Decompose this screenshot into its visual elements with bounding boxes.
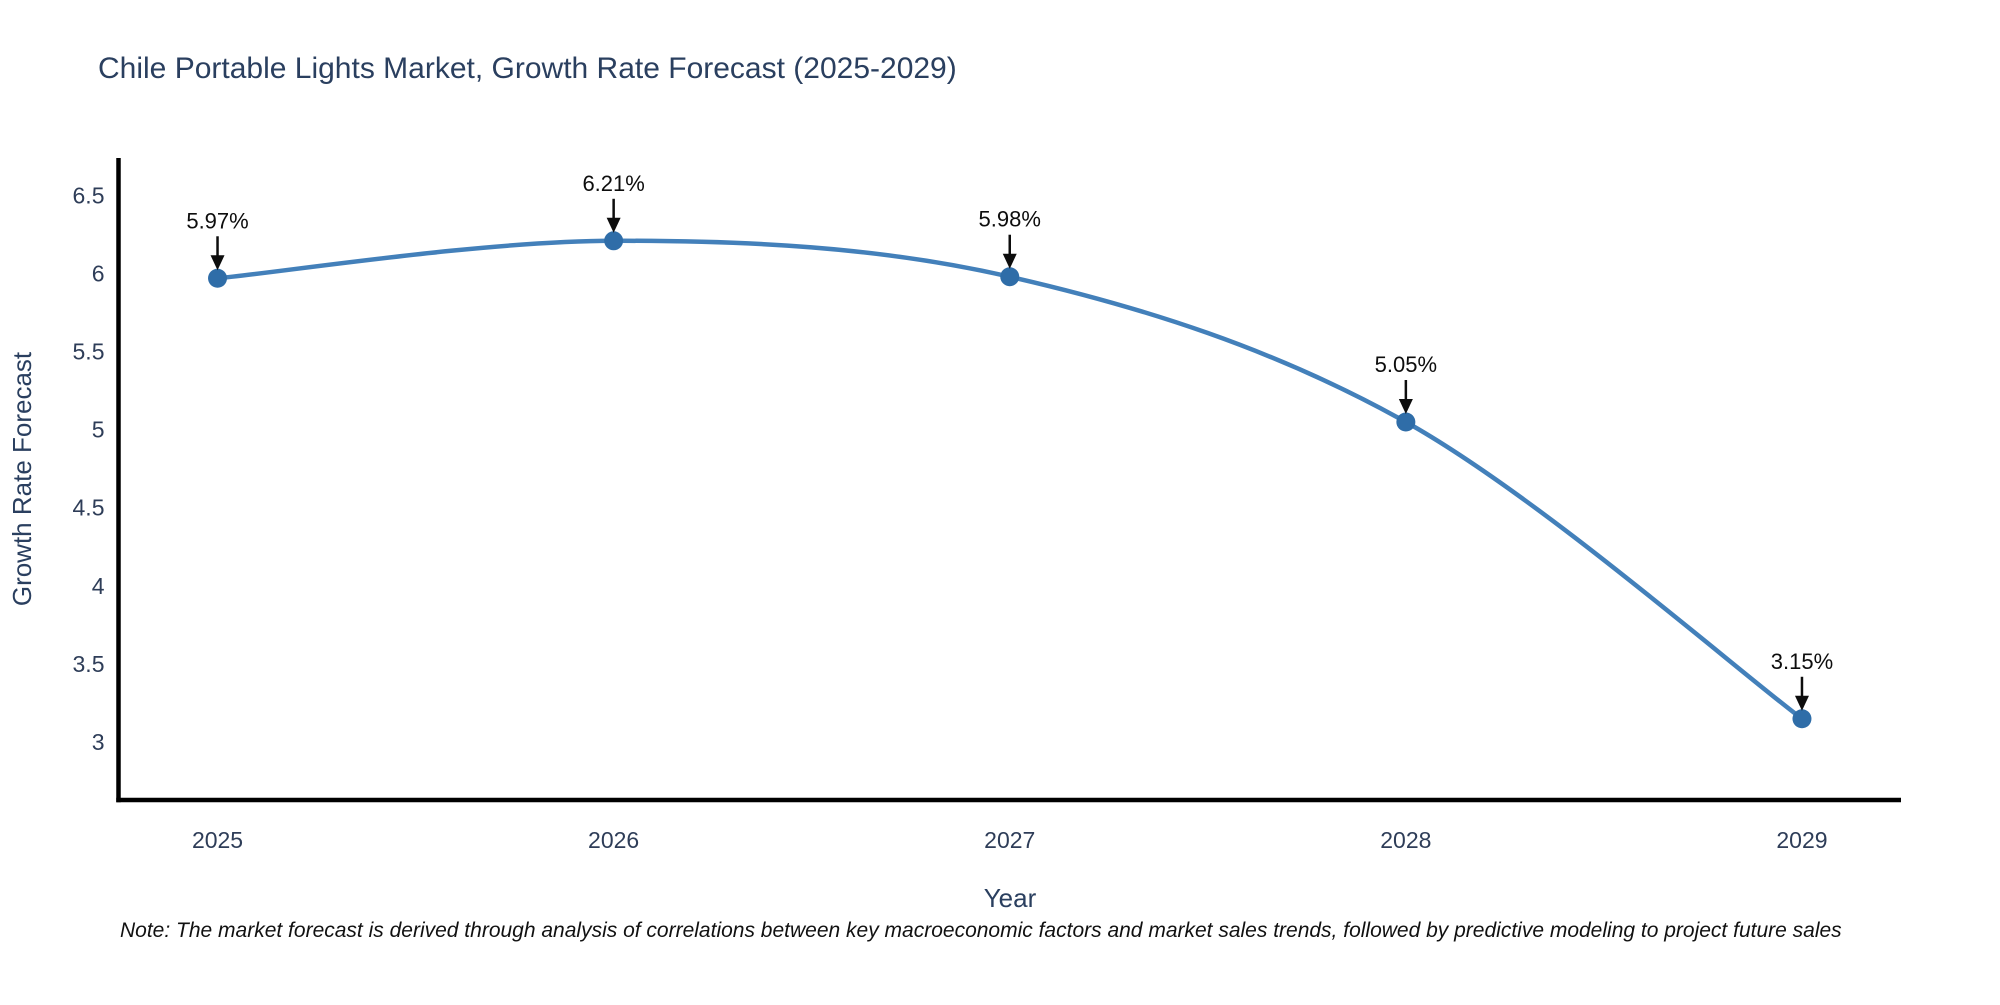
x-tick-label: 2026 xyxy=(588,827,639,853)
data-point-marker xyxy=(208,268,228,288)
y-tick-label: 4 xyxy=(92,573,105,599)
forecast-line xyxy=(215,238,1805,722)
data-point-marker xyxy=(604,231,624,251)
data-point-value-label: 5.98% xyxy=(979,207,1041,232)
y-tick-label: 6.5 xyxy=(73,182,105,208)
y-tick-label: 5.5 xyxy=(73,339,105,365)
data-point-value-label: 6.21% xyxy=(582,171,644,196)
data-point-marker xyxy=(1396,412,1416,432)
annotation-arrowhead-icon xyxy=(1398,398,1413,414)
annotation-arrowhead-icon xyxy=(1002,253,1017,269)
annotation-arrowhead-icon xyxy=(606,217,621,233)
forecast-data-points xyxy=(208,231,1812,729)
x-tick-label: 2025 xyxy=(192,827,243,853)
chart-title: Chile Portable Lights Market, Growth Rat… xyxy=(98,52,957,85)
data-point-marker xyxy=(1792,709,1812,729)
y-axis-title: Growth Rate Forecast xyxy=(7,351,37,606)
y-tick-label: 4.5 xyxy=(73,495,105,521)
y-tick-label: 5 xyxy=(92,417,105,443)
data-point-marker xyxy=(1000,267,1020,287)
y-tick-label: 6 xyxy=(92,260,105,286)
annotation-arrowhead-icon xyxy=(210,255,225,271)
forecast-line-series xyxy=(215,238,1805,722)
x-tick-label: 2027 xyxy=(984,827,1035,853)
x-axis-tick-labels: 2025 2026 2027 2028 2029 xyxy=(192,827,1828,853)
y-axis-tick-labels: 3 3.5 4 4.5 5 5.5 6 6.5 xyxy=(73,182,105,755)
data-point-value-label: 5.05% xyxy=(1375,352,1437,377)
data-point-annotations: 5.97% 6.21% 5.98% 5.05% 3.15% xyxy=(186,171,1833,711)
x-axis-title: Year xyxy=(984,883,1037,913)
annotation-arrowhead-icon xyxy=(1794,695,1809,711)
y-tick-label: 3 xyxy=(92,729,105,755)
data-point-value-label: 3.15% xyxy=(1771,649,1833,674)
footnote-text: Note: The market forecast is derived thr… xyxy=(120,919,1842,942)
x-tick-label: 2028 xyxy=(1380,827,1431,853)
data-point-value-label: 5.97% xyxy=(186,208,248,233)
x-tick-label: 2029 xyxy=(1776,827,1827,853)
y-tick-label: 3.5 xyxy=(73,651,105,677)
